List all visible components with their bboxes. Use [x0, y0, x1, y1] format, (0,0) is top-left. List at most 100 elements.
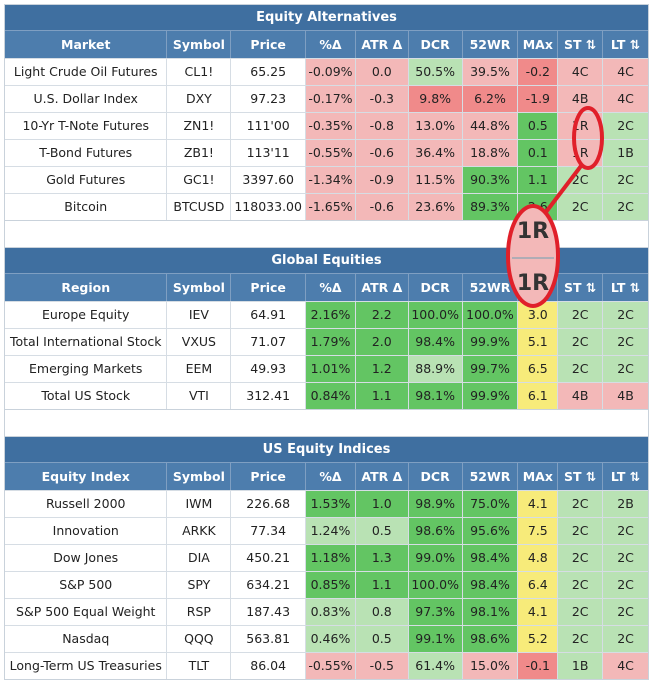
cell-pct-change: 2.16%: [306, 302, 356, 328]
column-header-price[interactable]: Price: [231, 31, 307, 58]
table-row: S&P 500 SPY 634.21 0.85% 1.1 100.0% 98.4% 6.4 2C…: [5, 571, 648, 598]
column-header-atr-change[interactable]: ATR Δ: [356, 463, 409, 490]
cell-st: 2C: [558, 356, 604, 382]
cell-52wr: 75.0%: [462, 491, 519, 517]
column-header-dcr[interactable]: DCR: [409, 274, 463, 301]
cell-symbol: GC1!: [167, 167, 232, 193]
cell-price: 97.23: [231, 86, 307, 112]
cell-market: Russell 2000: [5, 491, 168, 517]
cell-market: Innovation: [5, 518, 168, 544]
column-header-atr-change[interactable]: ATR Δ: [356, 31, 409, 58]
cell-pct-change: 1.53%: [306, 491, 356, 517]
column-header-st[interactable]: ST ⇅: [558, 463, 604, 490]
cell-st: 1R: [558, 140, 604, 166]
column-header-atr-change[interactable]: ATR Δ: [356, 274, 409, 301]
cell-price: 312.41: [231, 383, 307, 409]
table-row: S&P 500 Equal Weight RSP 187.43 0.83% 0.8 97.…: [5, 598, 648, 625]
cell-price: 113'11: [231, 140, 307, 166]
cell-st: 2C: [558, 167, 604, 193]
column-header-row: Region Symbol Price %Δ ATR Δ DCR 52WR MAx ST ⇅ LT…: [5, 273, 648, 301]
column-header-symbol[interactable]: Symbol: [167, 463, 232, 490]
column-header-price[interactable]: Price: [231, 274, 307, 301]
cell-max: 4.8: [518, 545, 559, 571]
column-header-market[interactable]: Region: [5, 274, 168, 301]
cell-symbol: VTI: [167, 383, 232, 409]
column-header-market[interactable]: Equity Index: [5, 463, 168, 490]
cell-max: 5.2: [518, 626, 559, 652]
column-header-52wr[interactable]: 52WR: [463, 274, 519, 301]
cell-market: Total US Stock: [5, 383, 168, 409]
column-header-pct-change[interactable]: %Δ: [306, 463, 356, 490]
cell-max: 0.1: [518, 140, 559, 166]
cell-symbol: RSP: [167, 599, 232, 625]
cell-symbol: DXY: [167, 86, 232, 112]
cell-symbol: EEM: [167, 356, 232, 382]
table-row: Russell 2000 IWM 226.68 1.53% 1.0 98.9% 75.0% 4…: [5, 490, 648, 517]
cell-st: 2C: [558, 194, 604, 220]
cell-pct-change: 0.84%: [306, 383, 356, 409]
cell-lt: 2C: [603, 572, 648, 598]
table-row: Europe Equity IEV 64.91 2.16% 2.2 100.0% 100.0…: [5, 301, 648, 328]
cell-dcr: 99.1%: [408, 626, 463, 652]
cell-max: 6.1: [518, 383, 559, 409]
cell-symbol: ZB1!: [167, 140, 232, 166]
cell-st: 2C: [558, 626, 604, 652]
cell-price: 71.07: [231, 329, 307, 355]
cell-market: Dow Jones: [5, 545, 168, 571]
cell-symbol: QQQ: [167, 626, 232, 652]
cell-52wr: 98.6%: [462, 626, 519, 652]
cell-price: 77.34: [231, 518, 307, 544]
cell-lt: 2C: [603, 626, 648, 652]
cell-pct-change: -0.55%: [306, 140, 356, 166]
column-header-max[interactable]: MAx: [518, 31, 559, 58]
table-row: T-Bond Futures ZB1! 113'11 -0.55% -0.6 36.4% 1…: [5, 139, 648, 166]
cell-market: Bitcoin: [5, 194, 168, 220]
table-row: Innovation ARKK 77.34 1.24% 0.5 98.6% 95.6% 7.5…: [5, 517, 648, 544]
column-header-symbol[interactable]: Symbol: [167, 31, 232, 58]
cell-market: Europe Equity: [5, 302, 168, 328]
cell-52wr: 95.6%: [462, 518, 519, 544]
column-header-st[interactable]: ST ⇅: [558, 31, 604, 58]
column-header-dcr[interactable]: DCR: [409, 463, 463, 490]
cell-symbol: SPY: [167, 572, 232, 598]
column-header-lt[interactable]: LT ⇅: [610, 280, 641, 295]
cell-dcr: 100.0%: [408, 302, 463, 328]
column-header-pct-change[interactable]: %Δ: [306, 31, 356, 58]
cell-dcr: 100.0%: [408, 572, 463, 598]
cell-lt: 4C: [603, 86, 648, 112]
cell-price: 118033.00: [231, 194, 307, 220]
column-header-52wr[interactable]: 52WR: [463, 31, 519, 58]
cell-pct-change: 1.18%: [306, 545, 356, 571]
column-header-max[interactable]: MAx: [518, 463, 559, 490]
column-header-max[interactable]: MAx: [518, 274, 559, 301]
cell-pct-change: -0.55%: [306, 653, 356, 679]
cell-52wr: 90.3%: [462, 167, 519, 193]
cell-lt: 2C: [603, 167, 648, 193]
column-header-52wr[interactable]: 52WR: [463, 463, 519, 490]
cell-market: Long-Term US Treasuries: [5, 653, 168, 679]
column-header-st[interactable]: ST ⇅: [558, 274, 604, 301]
cell-52wr: 100.0%: [462, 302, 519, 328]
cell-lt: 2C: [603, 356, 648, 382]
column-header-row: Market Symbol Price %Δ ATR Δ DCR 52WR MAx ST ⇅ LT…: [5, 30, 648, 58]
cell-pct-change: 1.79%: [306, 329, 356, 355]
cell-market: S&P 500: [5, 572, 168, 598]
cell-price: 49.93: [231, 356, 307, 382]
column-header-market[interactable]: Market: [5, 31, 168, 58]
cell-max: 6.4: [518, 572, 559, 598]
column-header-pct-change[interactable]: %Δ: [306, 274, 356, 301]
cell-52wr: 39.5%: [462, 59, 519, 85]
cell-atr-change: 1.0: [355, 491, 409, 517]
cell-lt: 2B: [603, 491, 648, 517]
cell-lt: 2C: [603, 113, 648, 139]
column-header-lt[interactable]: LT ⇅: [610, 469, 641, 484]
column-header-symbol[interactable]: Symbol: [167, 274, 232, 301]
cell-dcr: 50.5%: [408, 59, 463, 85]
column-header-lt[interactable]: LT ⇅: [610, 37, 641, 52]
cell-atr-change: 2.2: [355, 302, 409, 328]
cell-price: 111'00: [231, 113, 307, 139]
column-header-dcr[interactable]: DCR: [409, 31, 463, 58]
column-header-price[interactable]: Price: [231, 463, 307, 490]
cell-price: 187.43: [231, 599, 307, 625]
